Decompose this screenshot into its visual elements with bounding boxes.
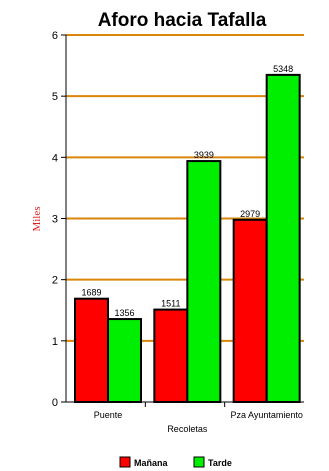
y-tick-label: 1	[52, 336, 58, 348]
data-label: 1689	[81, 288, 101, 298]
legend: Mañana Tarde	[119, 456, 232, 468]
x-tick-label: Pza Ayuntamiento	[230, 410, 302, 420]
bar	[107, 318, 142, 404]
bar	[74, 297, 109, 404]
y-tick-label: 0	[52, 397, 58, 409]
x-tick-label: Recoletas	[167, 424, 208, 434]
legend-label: Tarde	[208, 458, 232, 468]
legend-swatch	[193, 456, 205, 468]
chart-title: Aforo hacia Tafalla	[98, 10, 267, 31]
bar	[153, 308, 189, 404]
data-label: 5348	[273, 64, 293, 74]
y-tick-label: 5	[52, 91, 58, 103]
y-tick-label: 2	[52, 275, 58, 287]
axes: 0 1 2 3 4 5 6 Puente Recoletas Pza Ayuntamiento	[52, 30, 304, 434]
legend-label: Mañana	[134, 458, 169, 468]
data-label: 1511	[161, 299, 180, 309]
y-axis-label: Miles	[31, 206, 43, 231]
y-tick-label: 3	[52, 214, 58, 226]
x-tick-label: Puente	[94, 410, 123, 420]
data-label: 3939	[194, 150, 214, 160]
bars-group: 1689 1356 1511 3939 2979 5348	[74, 64, 301, 404]
bar	[232, 218, 268, 403]
data-label: 1356	[114, 308, 134, 318]
bar	[186, 160, 222, 403]
y-tick-label: 4	[52, 152, 58, 164]
bar	[265, 73, 301, 403]
data-label: 2979	[240, 209, 260, 219]
y-tick-label: 6	[52, 30, 58, 42]
legend-swatch	[119, 456, 131, 468]
